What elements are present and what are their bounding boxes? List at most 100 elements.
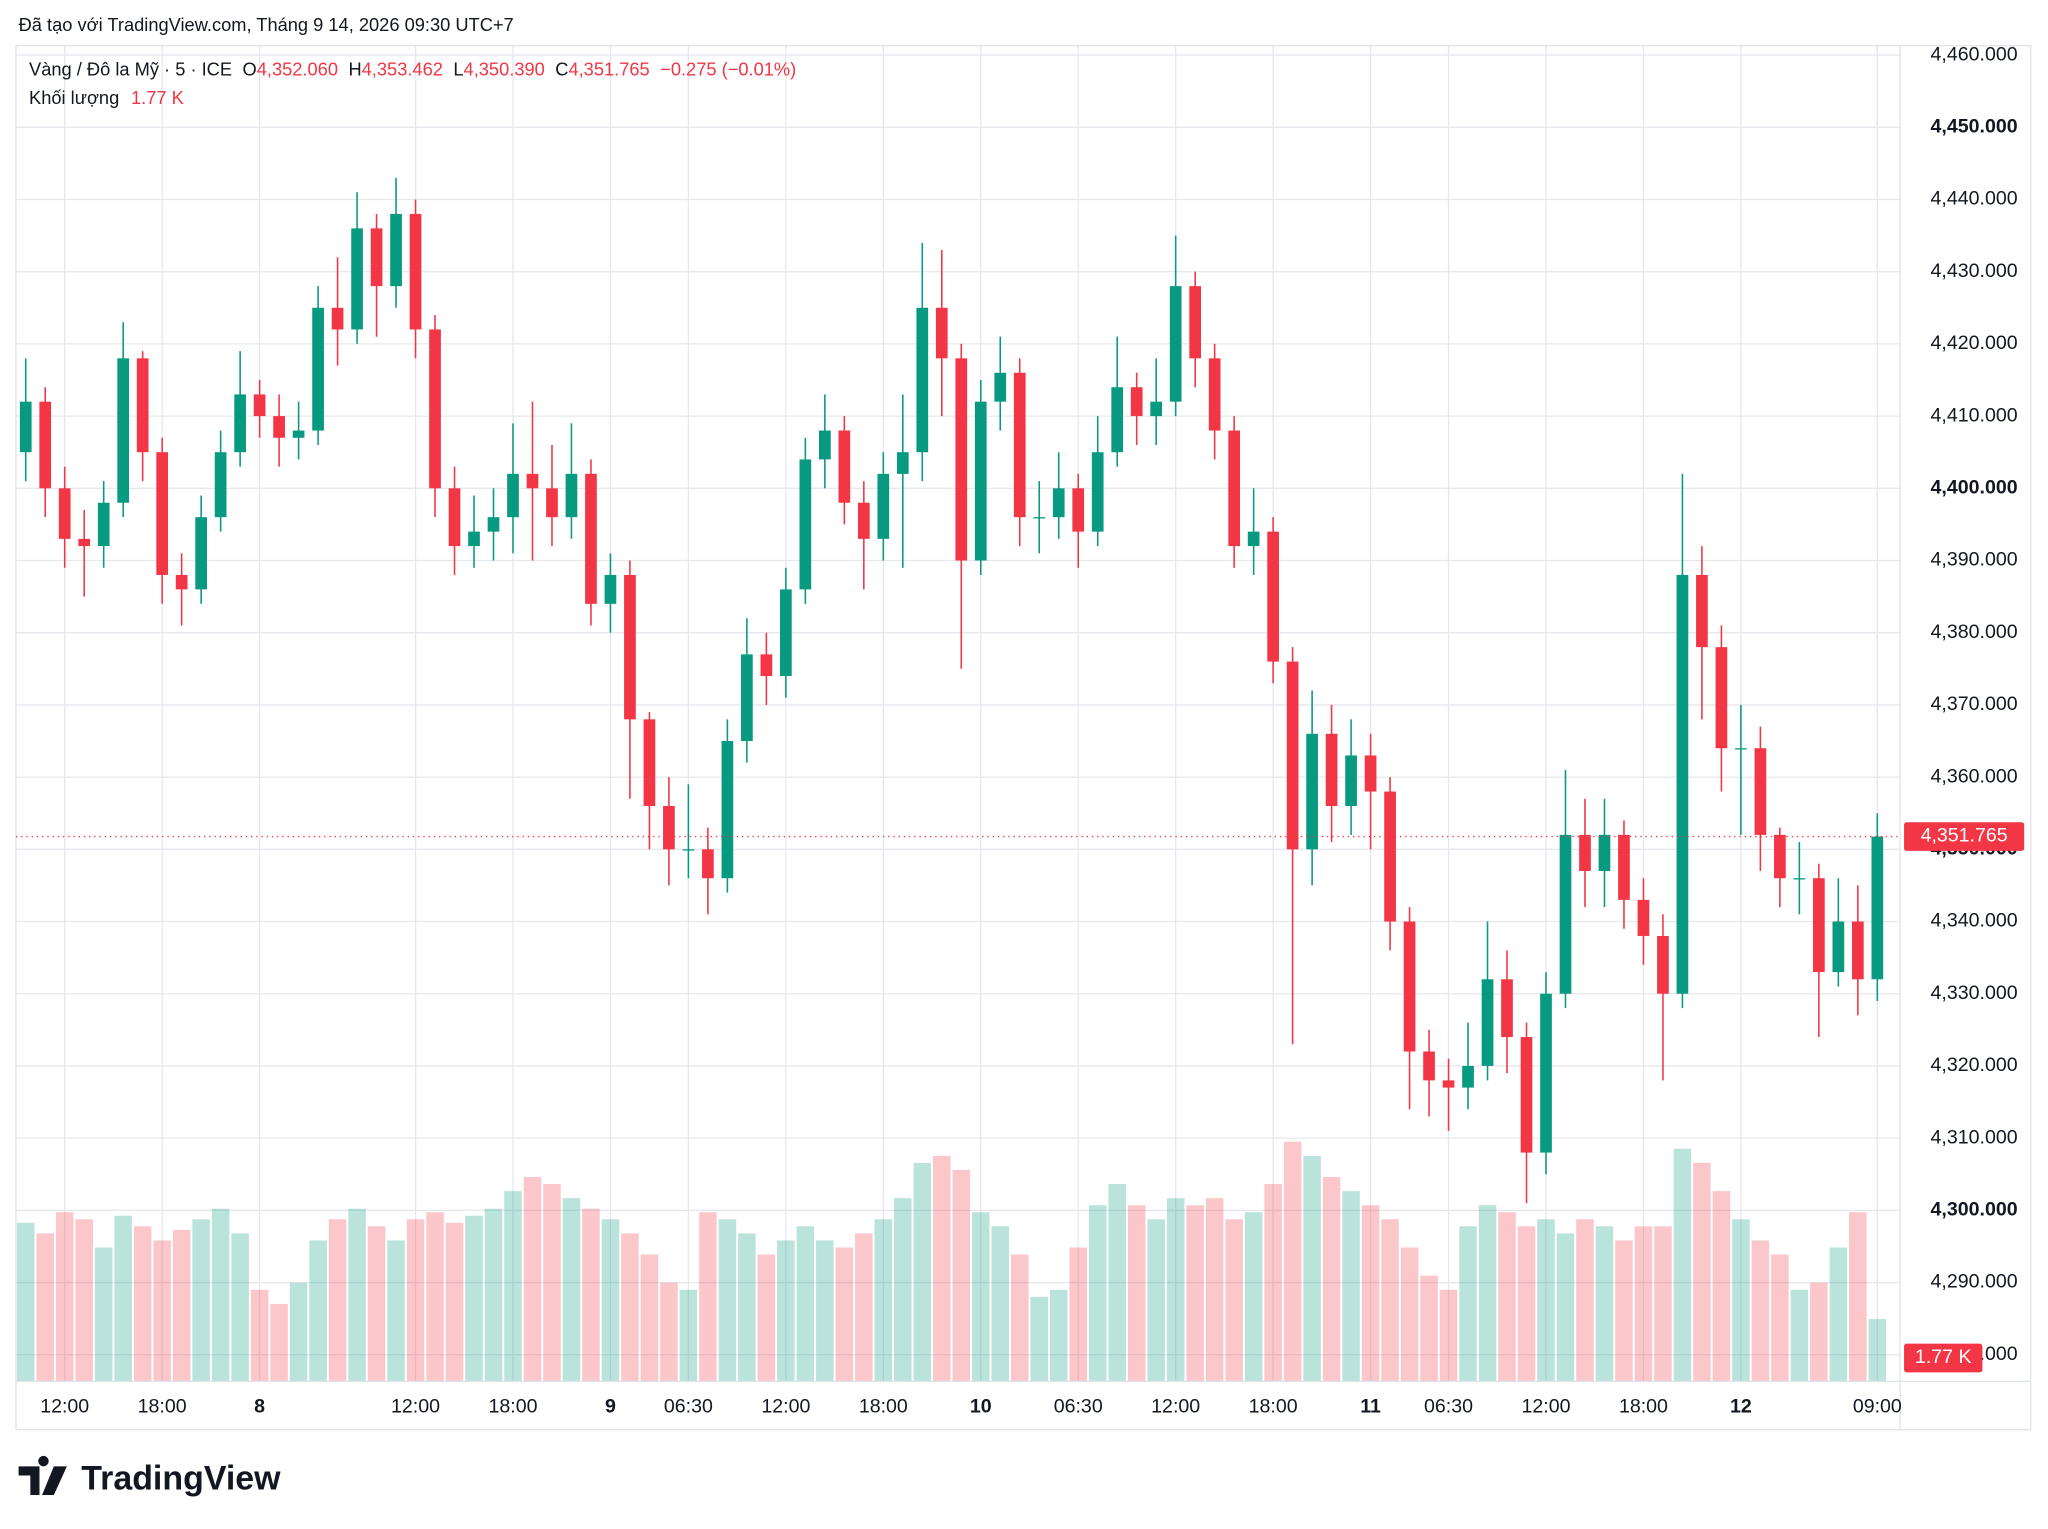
volume-bar	[133, 1226, 152, 1382]
logo-icon	[18, 1455, 67, 1496]
volume-tag	[1904, 1343, 1983, 1373]
candle-body	[974, 401, 987, 561]
volume-bar	[270, 1303, 288, 1382]
candle-body	[1657, 935, 1669, 994]
candle-body	[994, 372, 1007, 402]
volume-bar	[1634, 1226, 1653, 1382]
volume-bar	[952, 1169, 971, 1382]
candle-body	[565, 473, 578, 518]
volume-bar	[36, 1233, 54, 1382]
candle-body	[58, 488, 71, 539]
volume-bar	[426, 1212, 444, 1382]
candle-body	[1033, 517, 1046, 519]
candle-body	[1111, 387, 1124, 453]
x-tick-label: 8	[254, 1396, 265, 1418]
candle-body	[916, 307, 929, 453]
candle-body	[721, 741, 734, 879]
candle-body	[1618, 834, 1630, 900]
candle-body	[253, 394, 266, 417]
y-tick-label: 4,320.000	[1931, 1054, 2018, 1076]
candle-body	[1325, 733, 1338, 806]
volume-bar	[562, 1198, 581, 1382]
volume-bar	[1829, 1247, 1848, 1382]
volume-bar	[1459, 1226, 1477, 1382]
candle-body	[487, 517, 500, 532]
x-tick-label: 09:00	[1853, 1396, 1902, 1418]
volume-bar	[348, 1208, 366, 1382]
y-tick-label: 4,430.000	[1931, 260, 2018, 282]
candle-body	[1052, 488, 1065, 518]
candle-body	[175, 574, 188, 590]
volume-bar	[679, 1289, 698, 1382]
volume-bar	[777, 1240, 795, 1382]
y-tick-label: 4,380.000	[1931, 621, 2018, 643]
logo: TradingView	[18, 1455, 281, 1498]
candle-body	[1754, 748, 1767, 835]
volume-bar	[1537, 1219, 1555, 1382]
volume-bar	[211, 1208, 230, 1382]
candle-body	[818, 430, 831, 460]
candle-body	[1715, 647, 1728, 749]
x-tick-label: 18:00	[488, 1396, 537, 1418]
candle-body	[331, 307, 344, 330]
candle-body	[1364, 755, 1377, 792]
x-tick-label: 06:30	[664, 1396, 713, 1418]
volume-bar	[1771, 1254, 1789, 1382]
volume-bar	[835, 1247, 854, 1382]
candle-body	[1696, 574, 1708, 648]
volume-bar	[1322, 1176, 1341, 1382]
y-tick-label: 4,330.000	[1931, 982, 2018, 1004]
volume-bar	[406, 1219, 425, 1382]
y-tick-label: 4,360.000	[1931, 765, 2018, 787]
candle-body	[1384, 791, 1396, 922]
volume-bar	[1478, 1205, 1497, 1382]
volume-bar	[1225, 1219, 1243, 1382]
candle-body	[1832, 921, 1845, 973]
volume-tag-label: 1.77 K	[1915, 1346, 1972, 1368]
candle-body	[1520, 1037, 1533, 1153]
candle-body	[214, 452, 227, 518]
candle-body	[1637, 899, 1650, 936]
x-tick-label: 12	[1730, 1396, 1752, 1418]
volume-bar	[971, 1212, 990, 1382]
volume-bar	[1381, 1219, 1399, 1382]
volume-bar	[75, 1219, 93, 1382]
volume-bar	[1049, 1289, 1068, 1382]
volume-bar	[1147, 1219, 1165, 1382]
volume-bar	[387, 1240, 405, 1382]
candle-body	[1189, 286, 1202, 359]
candle-body	[1247, 531, 1260, 547]
volume-bar	[1264, 1184, 1282, 1382]
x-tick-label: 9	[605, 1396, 616, 1418]
volume-layer	[16, 1141, 1887, 1382]
symbol: Vàng / Đô la Mỹ · 5 · ICE	[29, 58, 232, 79]
chart-frame	[15, 45, 2032, 1431]
y-tick-label: 4,300.000	[1931, 1199, 2018, 1221]
candle-body	[468, 531, 480, 547]
x-tick-label: 12:00	[391, 1396, 440, 1418]
y-tick-label: 4,450.000	[1931, 115, 2018, 137]
candle-body	[1403, 921, 1416, 1052]
volume-bar	[1868, 1319, 1887, 1382]
y-tick-label: 4,340.000	[1931, 910, 2018, 932]
created-note: Đã tạo với TradingView.com, Tháng 9 14, …	[19, 14, 514, 35]
candle-body	[273, 416, 285, 438]
volume-bar	[1166, 1198, 1185, 1382]
candle-body	[1072, 488, 1085, 532]
volume-bar	[660, 1282, 678, 1382]
candle-body	[19, 401, 32, 453]
volume-bar	[1069, 1247, 1087, 1382]
volume-bar	[855, 1233, 873, 1382]
candle-body	[1345, 755, 1357, 806]
candle-body	[1793, 878, 1806, 880]
volume-bar	[1420, 1275, 1438, 1382]
x-tick-label: 12:00	[40, 1396, 89, 1418]
candle-body	[838, 430, 851, 503]
candle-body	[78, 538, 91, 547]
candle-body	[624, 574, 636, 720]
candle-body	[1481, 979, 1494, 1066]
x-tick-label: 18:00	[1249, 1396, 1298, 1418]
volume-bar	[1751, 1240, 1770, 1382]
